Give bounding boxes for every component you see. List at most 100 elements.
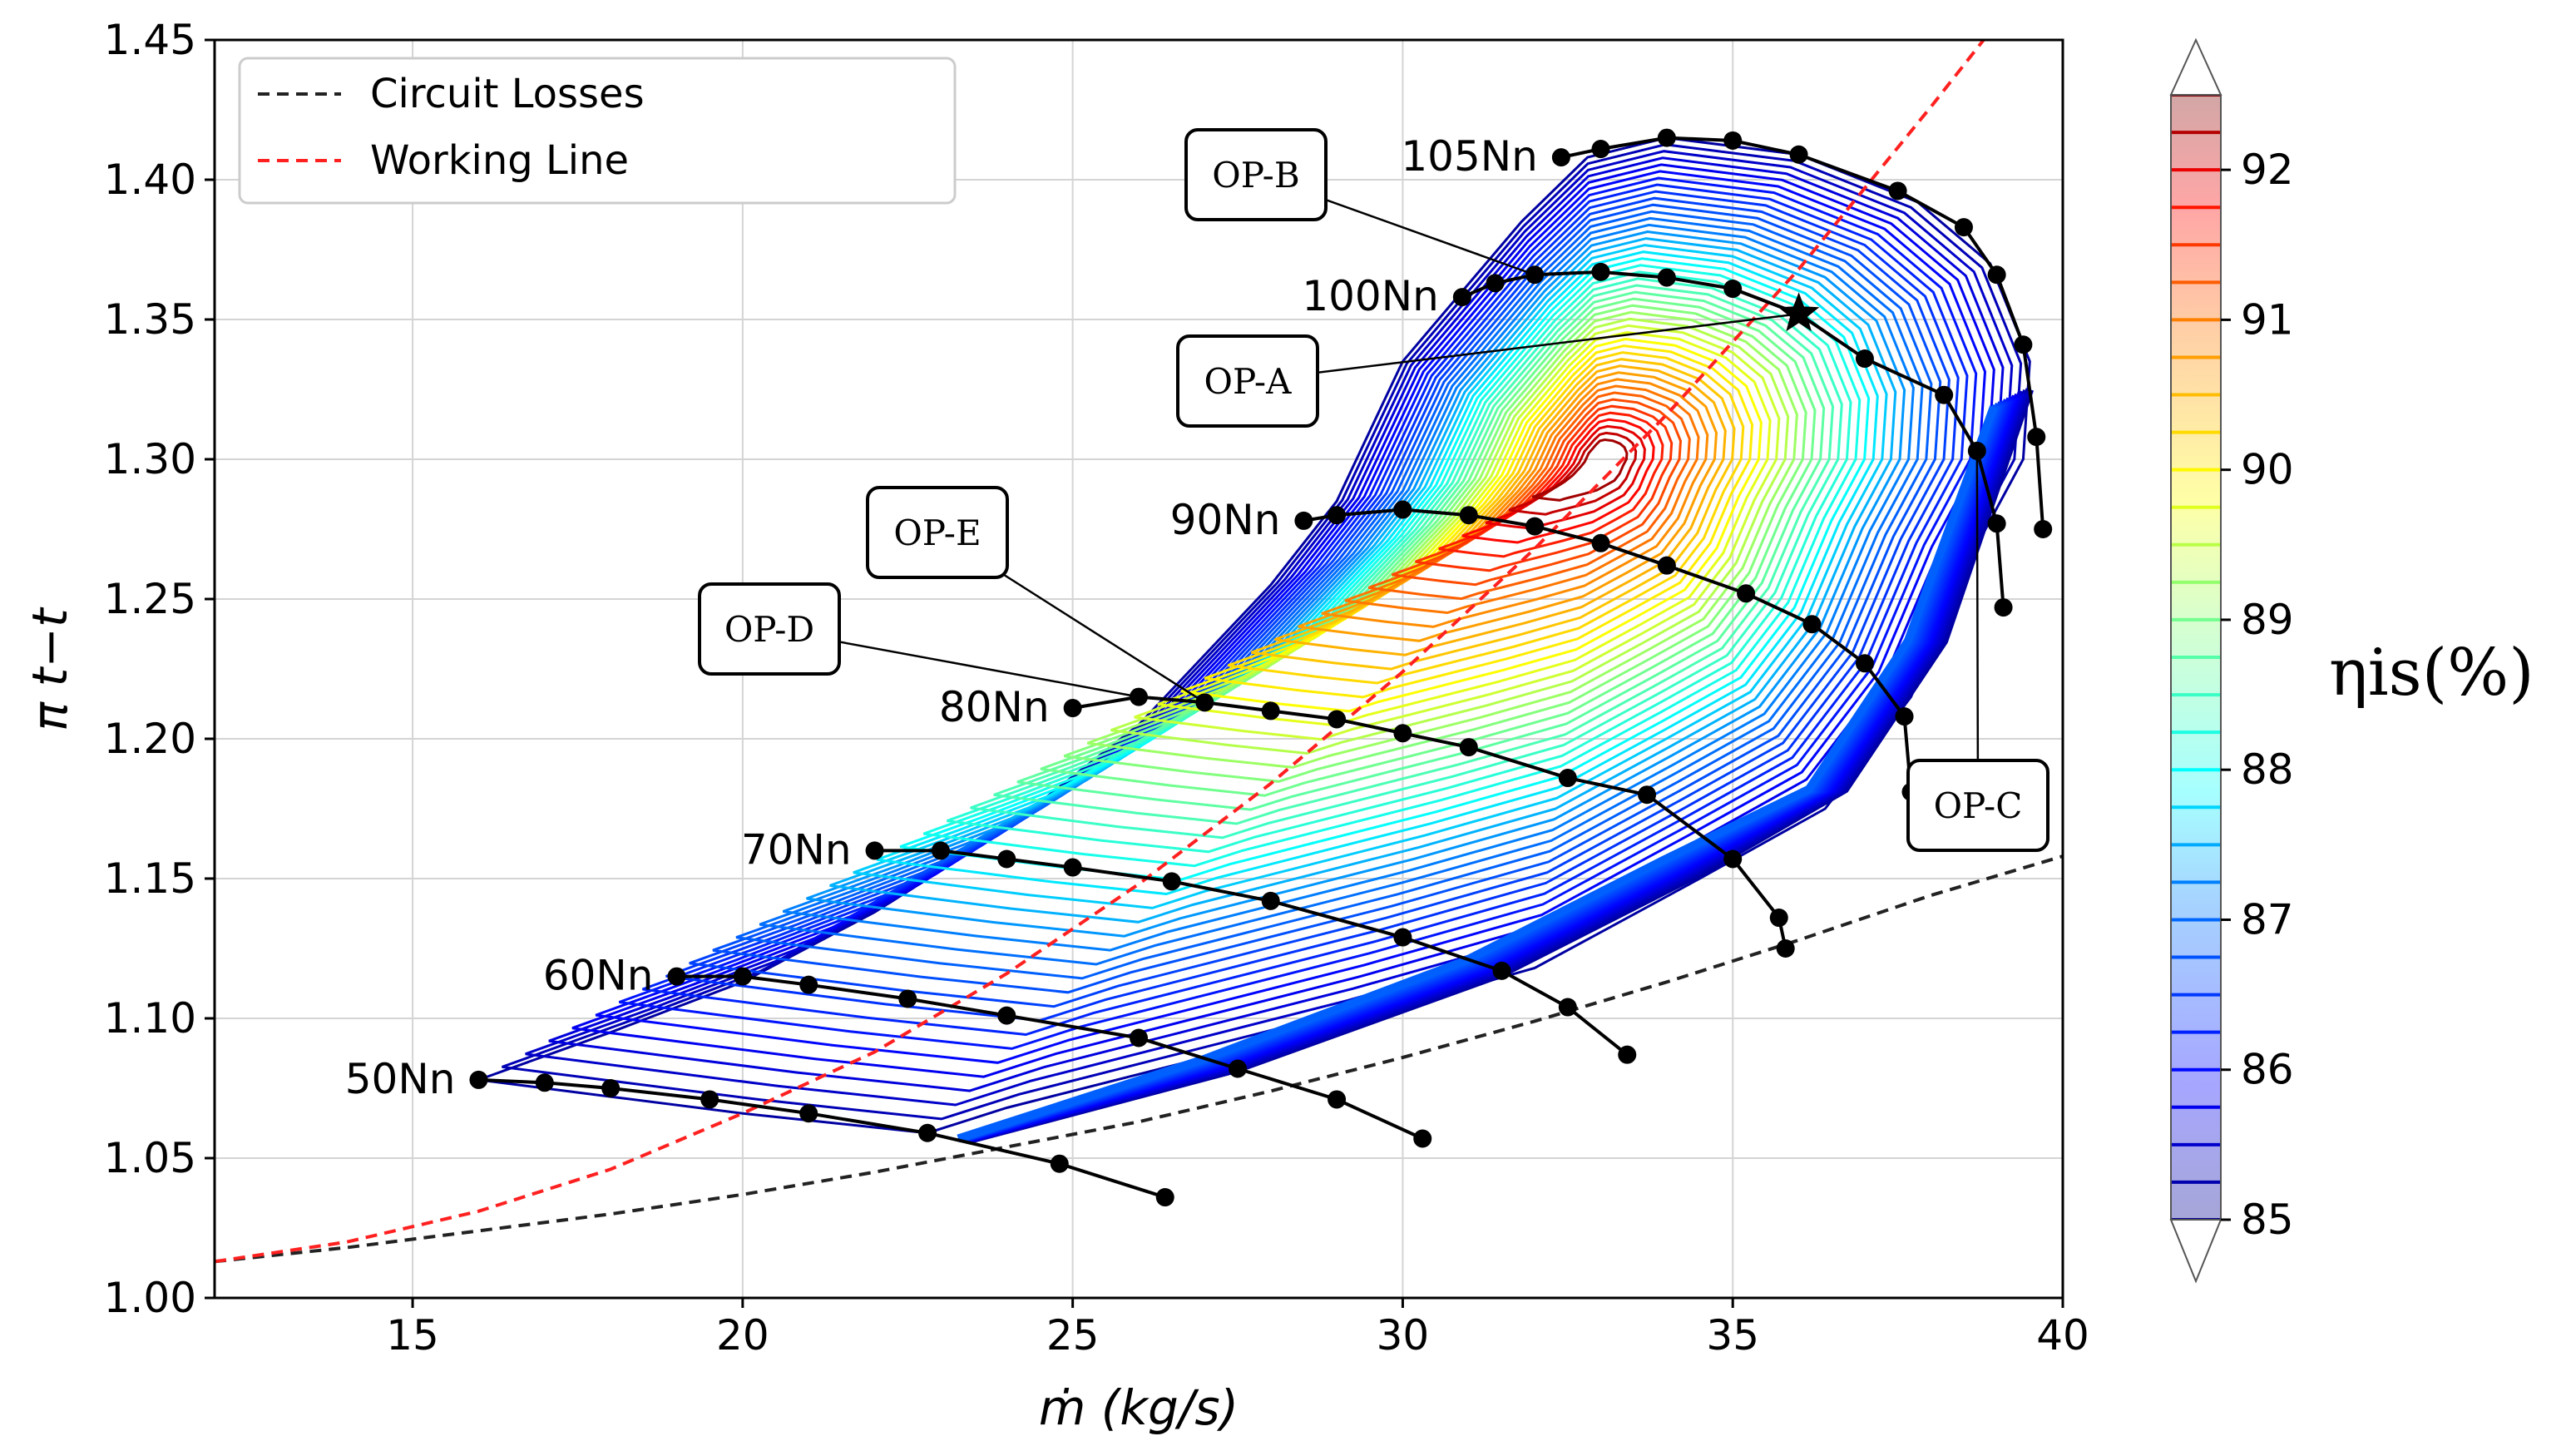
speed-line-point (700, 1090, 719, 1109)
speed-line-point (1551, 148, 1570, 167)
speed-line-point (1393, 928, 1412, 947)
annotation-label: OP-B (1212, 155, 1299, 196)
x-axis-label: ṁ (kg/s) (1039, 1379, 1239, 1436)
speed-line-label: 50Nn (345, 1055, 456, 1103)
annotation-box (866, 486, 1009, 579)
annotation-box (698, 582, 841, 676)
speed-line-point (1895, 707, 1914, 726)
speed-line-point (799, 1104, 818, 1123)
speed-line-point (1987, 514, 2006, 533)
x-tick-label: 15 (386, 1311, 439, 1359)
speed-line-point (601, 1079, 621, 1097)
colorbar-ticks: 85 86 87 88 89 90 91 92 (2221, 146, 2294, 1244)
efficiency-contour (502, 143, 2023, 1121)
speed-line-70nn (874, 849, 1629, 1057)
annotation-label: OP-E (893, 513, 981, 553)
x-tick-label: 25 (1046, 1311, 1100, 1359)
speed-line-point (1229, 1059, 1248, 1078)
colorbar-tick-label: 85 (2241, 1196, 2294, 1244)
speed-lines (469, 128, 2053, 1207)
legend: Circuit Losses Working Line (238, 57, 957, 205)
x-tick-label: 35 (1706, 1311, 1759, 1359)
op-annotations: OP-A OP-B OP-C OP-D OP-E (698, 128, 2049, 852)
speed-line-point (1328, 710, 1347, 729)
reference-curves (215, 40, 2063, 1264)
annotation-box (1176, 334, 1319, 428)
efficiency-contour (1016, 290, 1826, 811)
speed-line-point (1294, 511, 1313, 530)
speed-line-point (1802, 615, 1822, 634)
speed-line-point (1261, 891, 1280, 910)
efficiency-contour (595, 170, 1987, 1064)
speed-line-point (1776, 939, 1795, 958)
y-tick-label: 1.00 (104, 1274, 196, 1322)
speed-line-labels: 50Nn 60Nn 70Nn 80Nn 90Nn 100Nn 105Nn (345, 132, 1538, 1103)
efficiency-contour-edge (957, 405, 1998, 1143)
speed-line-point (1855, 349, 1874, 369)
colorbar-tick-label: 89 (2241, 596, 2294, 644)
annotation-box (1906, 759, 2049, 852)
y-tick-label: 1.15 (104, 854, 196, 903)
efficiency-contour (1204, 344, 1754, 699)
efficiency-contour (1063, 304, 1807, 783)
speed-line-50nn (478, 1077, 1166, 1199)
speed-line-point (1657, 556, 1676, 575)
speed-line-point (1130, 1028, 1148, 1047)
speed-line-point (918, 1123, 937, 1142)
speed-line-point (1155, 1188, 1174, 1207)
annotation-label: OP-D (724, 609, 814, 650)
annotation-label: OP-C (1934, 785, 2023, 826)
speed-line-point (1492, 961, 1511, 980)
circuit-losses-line (215, 854, 2063, 1264)
speed-line-point (667, 967, 686, 986)
speed-line-point (1162, 872, 1181, 891)
efficiency-contour (689, 196, 1951, 1008)
speed-line-label: 60Nn (543, 952, 654, 1000)
efficiency-contour (970, 277, 1843, 839)
speed-line-point (1558, 998, 1577, 1017)
annotation-leader (1975, 450, 1980, 806)
legend-label-working-line: Working Line (370, 137, 629, 184)
colorbar-tick-label: 87 (2241, 895, 2294, 943)
legend-box (238, 57, 957, 205)
speed-line-point (931, 841, 950, 860)
speed-line-point (1328, 1090, 1347, 1109)
speed-line-point (1855, 654, 1874, 673)
speed-line-point (898, 989, 917, 1008)
speed-line-point (1393, 500, 1412, 519)
speed-line-point (1486, 274, 1505, 293)
plot-frame (213, 38, 2064, 1300)
y-tick-label: 1.45 (104, 16, 196, 64)
y-tick-label: 1.10 (104, 994, 196, 1042)
x-tick-label: 20 (716, 1311, 769, 1359)
speed-line-point (2034, 520, 2053, 538)
speed-line-point (1261, 701, 1280, 721)
efficiency-contour (1157, 330, 1772, 727)
speed-line-point (1393, 724, 1412, 743)
x-tick-label: 30 (1377, 1311, 1430, 1359)
speed-line-point (1723, 131, 1743, 150)
legend-label-circuit-losses: Circuit Losses (370, 71, 645, 117)
speed-line-point (1888, 181, 1907, 201)
speed-line-point (1063, 858, 1082, 877)
y-axis-label: π t−t (22, 607, 78, 731)
colorbar-title: ηis(%) (2329, 636, 2534, 711)
speed-line-label: 105Nn (1401, 132, 1538, 181)
speed-line-point (1459, 506, 1478, 525)
speed-line-point (997, 849, 1016, 869)
annotation-box (1184, 128, 1328, 221)
speed-line-point (469, 1070, 488, 1089)
efficiency-contour (1438, 411, 1664, 558)
speed-line-point (1789, 145, 1808, 164)
speed-line-point (1769, 909, 1788, 928)
axis-ticks: 15 20 25 30 35 40 1.00 1.05 1.10 1.15 1.20 1.25 1.30… (104, 16, 2089, 1359)
design-point-star-icon (1777, 292, 1820, 332)
speed-line-point (799, 975, 818, 994)
speed-line-90nn (1303, 508, 1913, 792)
speed-line-point (1994, 598, 2013, 617)
speed-line-point (997, 1006, 1016, 1025)
speed-line-point (1459, 738, 1478, 757)
speed-line-point (1328, 506, 1347, 525)
speed-line-label: 80Nn (939, 683, 1050, 731)
